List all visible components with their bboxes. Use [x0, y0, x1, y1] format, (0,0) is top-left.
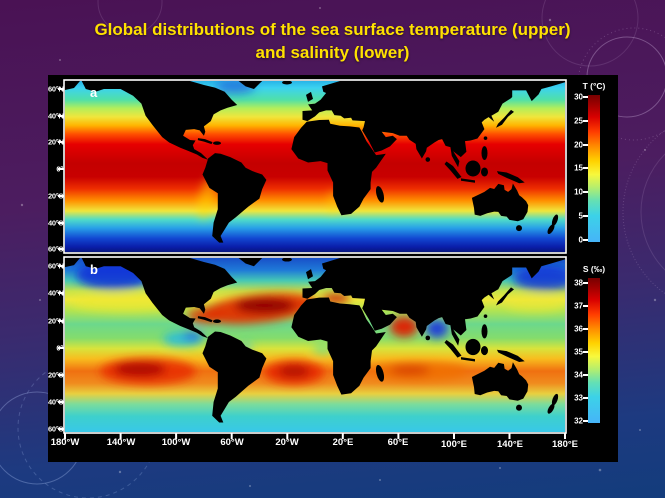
lat-tick-label: 60°S — [48, 244, 64, 254]
lat-tick-label: 0° — [56, 343, 63, 353]
slide-title-line1: Global distributions of the sea surface … — [94, 20, 571, 39]
colorbar-tick-label: 36 — [574, 324, 583, 334]
lat-tick-label: 20°N — [48, 137, 64, 147]
colorbar-tick-label: 32 — [574, 416, 583, 426]
sst-map-panel-a — [65, 81, 565, 252]
colorbar-a — [588, 95, 600, 242]
lon-tick-label: 20°E — [332, 437, 354, 448]
lat-tick-label: 40°N — [48, 288, 64, 298]
colorbar-tick-label: 0 — [578, 235, 583, 245]
lat-tick-label: 40°S — [48, 218, 64, 228]
colorbar-tick-label: 33 — [574, 393, 583, 403]
lon-tick-label: 140°W — [106, 437, 136, 448]
colorbar-b — [588, 278, 600, 423]
lat-tick-label: 20°S — [48, 370, 64, 380]
lon-tick-label: 180°W — [50, 437, 80, 448]
colorbar-tick-label: 20 — [574, 140, 583, 150]
lat-tick-label: 40°N — [48, 111, 64, 121]
figure-image[interactable]: a b 60°N 40°N 20°N 0° 20°S 40°S 60°S 60°… — [48, 75, 618, 462]
colorbar-b-title: S (‰) — [582, 264, 606, 274]
colorbar-tick-label: 15 — [574, 163, 583, 173]
lat-tick-label: 20°N — [48, 316, 64, 326]
lon-tick-label: 60°W — [220, 437, 244, 448]
colorbar-tick-label: 37 — [574, 301, 583, 311]
panel-b-letter: b — [90, 262, 98, 277]
lat-tick-label: 0° — [56, 164, 63, 174]
colorbar-a-title: T (°C) — [582, 81, 606, 91]
colorbar-tick-label: 34 — [574, 370, 583, 380]
sss-map-panel-b — [65, 258, 565, 432]
lon-tick-label: 140°E — [497, 439, 523, 450]
lat-tick-label: 40°S — [48, 397, 64, 407]
colorbar-tick-label: 35 — [574, 347, 583, 357]
lon-tick-label: 100°W — [161, 437, 191, 448]
slide-title-line2: and salinity (lower) — [255, 43, 410, 62]
colorbar-tick-label: 5 — [578, 211, 583, 221]
lat-tick-label: 60°S — [48, 424, 64, 434]
lon-tick-label: 60°E — [387, 437, 409, 448]
colorbar-tick-label: 38 — [574, 278, 583, 288]
lon-tick-label: 100°E — [441, 439, 467, 450]
slide-title: Global distributions of the sea surface … — [0, 18, 665, 64]
colorbar-tick-label: 10 — [574, 187, 583, 197]
lon-tick-label: 180°E — [552, 439, 578, 450]
panel-a-letter: a — [90, 85, 98, 100]
colorbar-tick-label: 30 — [574, 92, 583, 102]
lon-tick-label: 20°W — [275, 437, 299, 448]
lat-tick-label: 60°N — [48, 261, 64, 271]
colorbar-tick-label: 25 — [574, 116, 583, 126]
lat-tick-label: 20°S — [48, 191, 64, 201]
lat-tick-label: 60°N — [48, 84, 64, 94]
